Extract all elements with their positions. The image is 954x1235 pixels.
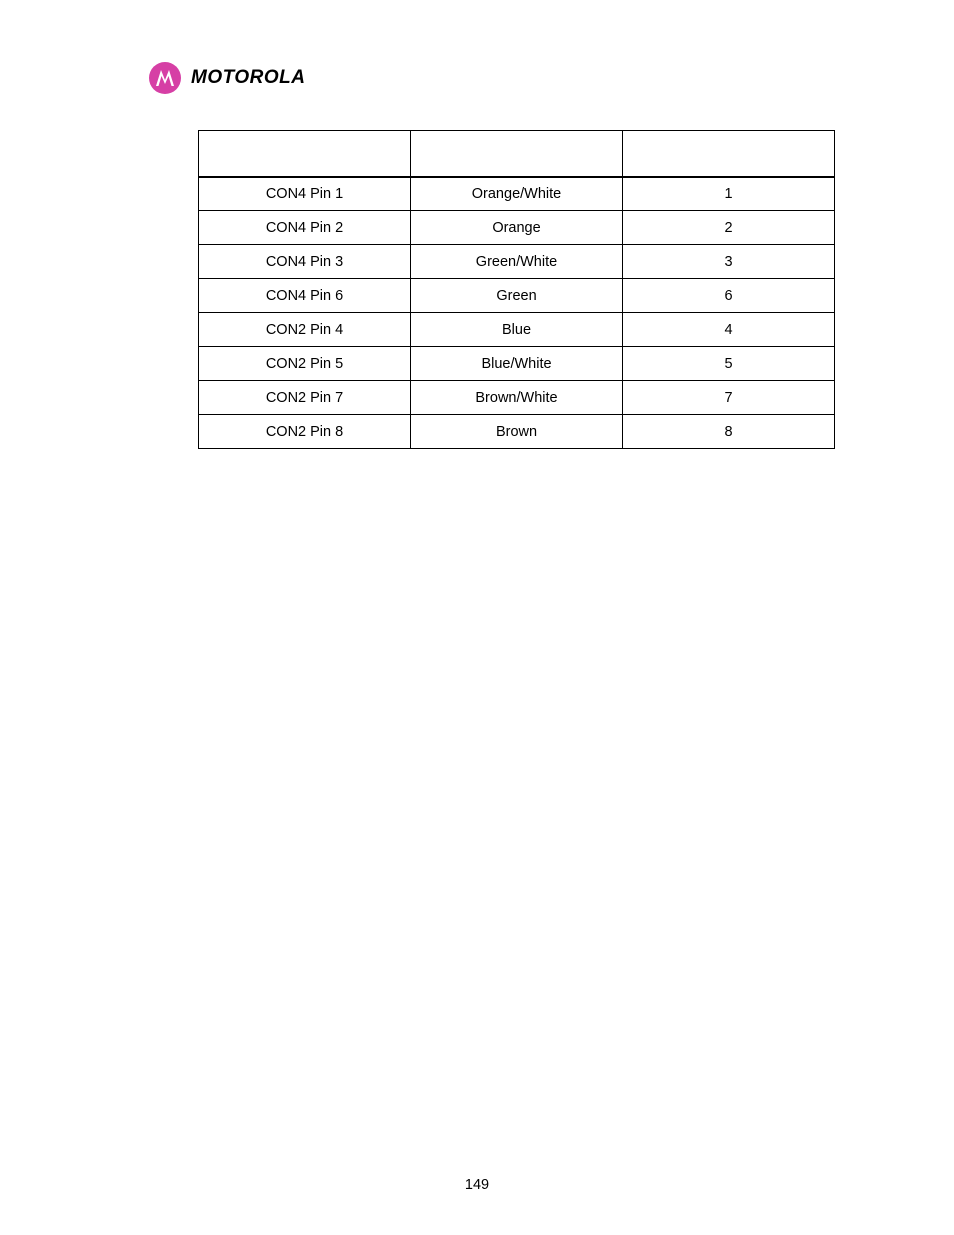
cell-num: 1 bbox=[623, 177, 835, 211]
cell-color: Brown/White bbox=[411, 381, 623, 415]
cell-num: 4 bbox=[623, 313, 835, 347]
pinout-table: CON4 Pin 1 Orange/White 1 CON4 Pin 2 Ora… bbox=[198, 130, 835, 449]
cell-color: Green/White bbox=[411, 245, 623, 279]
cell-pin: CON2 Pin 4 bbox=[199, 313, 411, 347]
cell-color: Brown bbox=[411, 415, 623, 449]
motorola-m-icon bbox=[153, 66, 177, 90]
pinout-table-container: CON4 Pin 1 Orange/White 1 CON4 Pin 2 Ora… bbox=[198, 130, 834, 449]
table-row: CON4 Pin 6 Green 6 bbox=[199, 279, 835, 313]
table-row: CON2 Pin 8 Brown 8 bbox=[199, 415, 835, 449]
cell-num: 3 bbox=[623, 245, 835, 279]
brand-header: MOTOROLA bbox=[149, 62, 954, 94]
brand-text: MOTOROLA bbox=[191, 67, 305, 89]
page-number: 149 bbox=[0, 1177, 954, 1193]
motorola-logo-icon bbox=[149, 62, 181, 94]
col-header-number bbox=[623, 131, 835, 177]
cell-color: Blue bbox=[411, 313, 623, 347]
cell-pin: CON4 Pin 1 bbox=[199, 177, 411, 211]
table-row: CON4 Pin 1 Orange/White 1 bbox=[199, 177, 835, 211]
cell-pin: CON4 Pin 2 bbox=[199, 211, 411, 245]
cell-pin: CON2 Pin 7 bbox=[199, 381, 411, 415]
cell-color: Blue/White bbox=[411, 347, 623, 381]
cell-color: Orange bbox=[411, 211, 623, 245]
col-header-pin bbox=[199, 131, 411, 177]
col-header-color bbox=[411, 131, 623, 177]
cell-num: 6 bbox=[623, 279, 835, 313]
table-row: CON2 Pin 7 Brown/White 7 bbox=[199, 381, 835, 415]
table-row: CON2 Pin 4 Blue 4 bbox=[199, 313, 835, 347]
cell-pin: CON4 Pin 6 bbox=[199, 279, 411, 313]
cell-color: Green bbox=[411, 279, 623, 313]
document-page: MOTOROLA CON4 Pin 1 Orange/White 1 bbox=[0, 0, 954, 1235]
cell-pin: CON2 Pin 5 bbox=[199, 347, 411, 381]
table-header-row bbox=[199, 131, 835, 177]
table-row: CON2 Pin 5 Blue/White 5 bbox=[199, 347, 835, 381]
cell-pin: CON4 Pin 3 bbox=[199, 245, 411, 279]
table-row: CON4 Pin 3 Green/White 3 bbox=[199, 245, 835, 279]
cell-pin: CON2 Pin 8 bbox=[199, 415, 411, 449]
cell-num: 2 bbox=[623, 211, 835, 245]
cell-num: 7 bbox=[623, 381, 835, 415]
cell-color: Orange/White bbox=[411, 177, 623, 211]
cell-num: 5 bbox=[623, 347, 835, 381]
table-row: CON4 Pin 2 Orange 2 bbox=[199, 211, 835, 245]
cell-num: 8 bbox=[623, 415, 835, 449]
